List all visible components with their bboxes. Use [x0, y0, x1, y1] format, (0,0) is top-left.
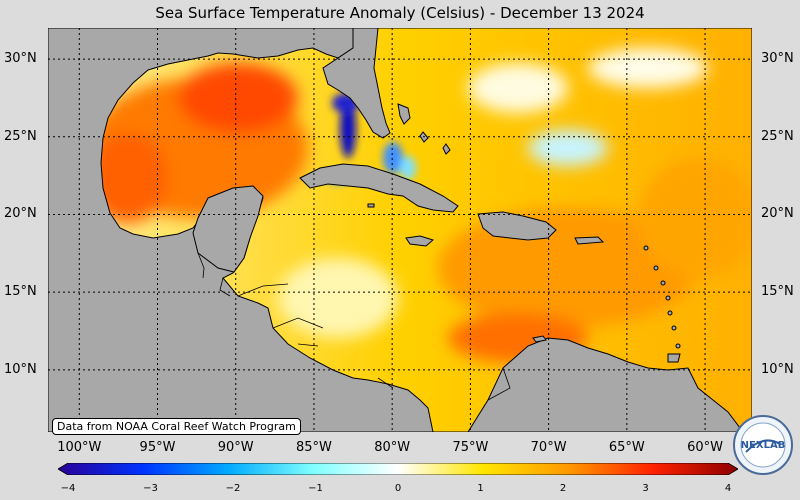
lon-label: 60°W: [687, 440, 724, 455]
map-gridlines: [48, 28, 752, 432]
land-jamaica: [405, 235, 435, 247]
lat-label: 25°N: [4, 128, 37, 144]
lat-label: 20°N: [761, 206, 794, 222]
lat-label: 10°N: [4, 361, 37, 377]
colorbar-tick-label: −3: [143, 483, 158, 494]
data-credit-box: Data from NOAA Coral Reef Watch Program: [52, 418, 301, 435]
country-borders: [197, 252, 511, 401]
land-abc-islands: [532, 335, 547, 343]
land-trinidad: [667, 353, 681, 363]
land-cuba: [299, 163, 459, 213]
lon-label: 100°W: [57, 440, 102, 455]
lon-label: 95°W: [139, 440, 176, 455]
colorbar-tick-label: −4: [60, 483, 76, 494]
land-yucatan: [192, 185, 264, 273]
colorbar-tick-label: −1: [308, 483, 323, 494]
sst-anomaly-map: [48, 28, 752, 432]
colorbar-tick-label: 4: [724, 483, 732, 494]
land-cayman: [367, 203, 375, 208]
colorbar-tick-label: 1: [477, 483, 484, 494]
land-bahamas-3: [442, 143, 451, 155]
land-masses: [48, 28, 744, 432]
map-title: Sea Surface Temperature Anomaly (Celsius…: [155, 4, 645, 22]
lon-label: 65°W: [608, 440, 645, 455]
land-bahamas-andros: [397, 103, 411, 125]
colorbar-bar: [58, 463, 738, 475]
lat-label: 30°N: [4, 51, 37, 67]
logo-wordmark: NEXLAB: [741, 440, 786, 451]
colorbar-tick-label: 2: [559, 483, 567, 494]
colorbar: [58, 463, 738, 475]
land-hispaniola: [477, 211, 557, 241]
lon-label: 70°W: [530, 440, 567, 455]
lat-label: 25°N: [761, 128, 794, 144]
land-south-america: [467, 337, 744, 432]
lat-label: 30°N: [761, 51, 794, 67]
colorbar-tick-label: −2: [225, 483, 241, 494]
colorbar-tick-label: 0: [394, 483, 402, 494]
lat-label: 15°N: [761, 284, 794, 300]
land-florida: [322, 28, 391, 139]
land-puerto-rico: [574, 236, 605, 245]
nexlab-logo: NEXLAB: [733, 415, 793, 475]
lat-label: 10°N: [761, 361, 794, 377]
lon-label: 85°W: [296, 440, 332, 455]
lat-label: 15°N: [4, 284, 37, 300]
lon-label: 80°W: [374, 440, 411, 455]
lat-label: 20°N: [4, 206, 37, 222]
lon-label: 75°W: [452, 440, 489, 455]
lon-label: 90°W: [217, 440, 254, 455]
colorbar-tick-label: 3: [642, 483, 649, 494]
